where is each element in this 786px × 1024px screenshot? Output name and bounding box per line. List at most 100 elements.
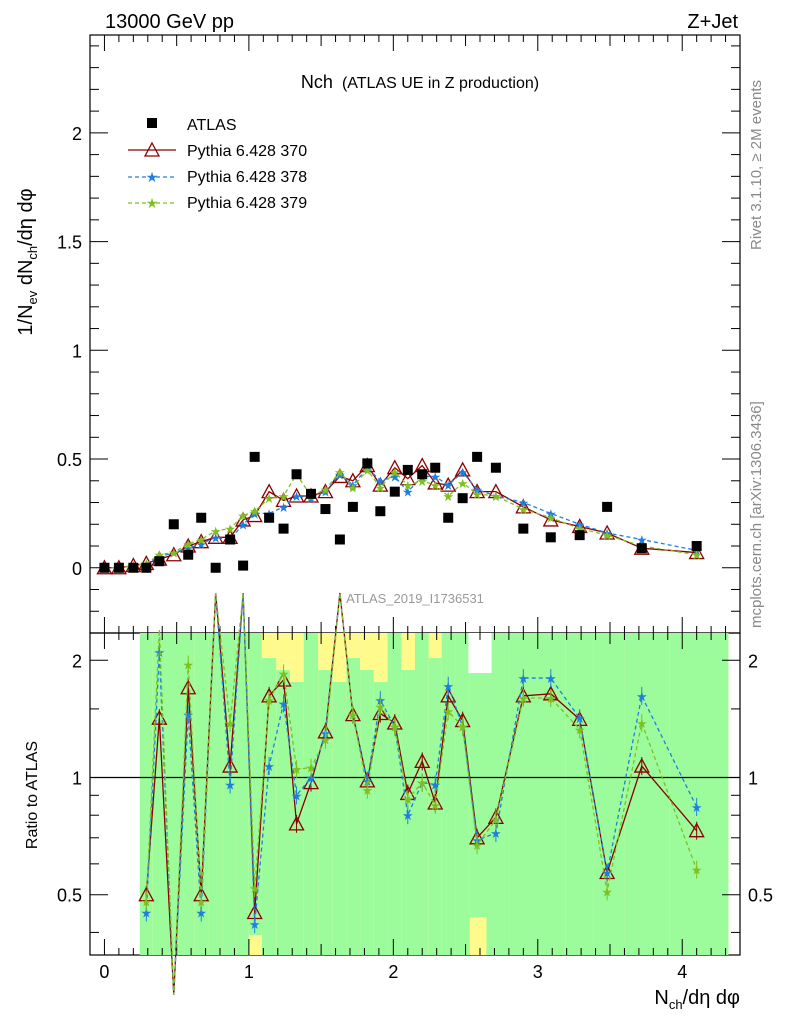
ratio-band-inner	[387, 633, 402, 955]
ratio-band-inner	[441, 633, 456, 955]
legend-label-p378: Pythia 6.428 378	[187, 169, 307, 186]
main-series-point: ★	[320, 483, 332, 498]
ratio-series-point: ★	[154, 646, 166, 661]
ratio-series-point: ★	[291, 789, 303, 804]
ratio-band-inner	[455, 633, 470, 955]
ratio-series-point: ★	[402, 809, 414, 824]
ratio-band-inner	[139, 633, 153, 955]
ratio-series-point: ★	[442, 680, 454, 695]
main-series-point: ★	[347, 481, 359, 496]
y-axis-label-ratio: Ratio to ATLAS	[24, 741, 41, 849]
atlas-data-point	[691, 541, 702, 552]
legend-marker-atlas	[147, 118, 157, 128]
atlas-data-point	[375, 506, 386, 517]
x-label-sub: ch	[669, 997, 683, 1012]
main-series-point: ★	[182, 538, 194, 553]
main-series-point	[386, 459, 403, 475]
main-series: ★ ★ ★ ★★★ ★★ ★ ★★★★★ ★★★★★★ ★ ★★★★ ★★★ ★★ ★★ ★★ ★★ ★ ★★★…	[96, 451, 705, 577]
ratio-series-point: ★	[141, 896, 153, 911]
main-series-point: ★	[518, 497, 530, 512]
ratio-series-point: ★	[278, 667, 290, 682]
atlas-data-point	[225, 534, 236, 545]
atlas-data-point	[602, 501, 613, 512]
ratio-band-inner	[261, 658, 277, 955]
main-series-line	[104, 468, 697, 569]
main-series-point	[427, 474, 444, 490]
legend-label-p370: Pythia 6.428 370	[187, 143, 307, 160]
main-series-point: ★	[402, 479, 414, 494]
atlas-data-point	[113, 562, 124, 573]
main-series-point: ★	[601, 529, 613, 544]
main-series-point: ★	[457, 477, 469, 492]
ratio-series-point: ★	[601, 885, 613, 900]
ratio-series-point: ★	[471, 839, 483, 854]
x-tick-label: 0	[99, 962, 109, 982]
atlas-data-point	[472, 451, 483, 462]
main-series-point: ★	[154, 549, 166, 564]
main-series-point	[207, 528, 224, 544]
ratio-series-point: ★	[291, 763, 303, 778]
main-series-point: ★	[490, 490, 502, 505]
main-series-point: ★	[389, 466, 401, 481]
plot-title: Nch (ATLAS UE in Z production)	[301, 72, 539, 92]
y-tick-label-main: 0	[72, 559, 82, 579]
main-series-point: ★	[429, 470, 441, 485]
ratio-series-point: ★	[182, 709, 194, 724]
y-label-main-sub2: ch	[25, 246, 40, 260]
main-series-point: ★	[545, 512, 557, 527]
atlas-data-point	[249, 451, 260, 462]
ratio-band-inner	[565, 633, 594, 955]
ratio-series-point: ★	[442, 705, 454, 720]
ratio-series-point: ★	[518, 672, 530, 687]
x-label-part2: /dη dφ	[683, 987, 740, 1009]
ratio-series-point: ★	[249, 918, 261, 933]
ratio-series-point: ★	[278, 697, 290, 712]
ratio-series-point: ★	[545, 672, 557, 687]
main-series-point: ★	[334, 466, 346, 481]
analysis-id: ATLAS_2019_I1736531	[346, 591, 484, 606]
atlas-data-point	[518, 523, 529, 534]
plot-title-sub: (ATLAS UE in Z production)	[342, 75, 539, 92]
ratio-series-point: ★	[389, 721, 401, 736]
main-series-point: ★	[263, 492, 275, 507]
ratio-series-point: ★	[636, 690, 648, 705]
main-series-point	[372, 476, 389, 492]
ratio-series-point	[180, 679, 197, 695]
main-series-point: ★	[601, 527, 613, 542]
y-tick-label-main: 1	[72, 341, 82, 361]
y-label-main-part2: dN	[15, 260, 37, 291]
rivet-label: Rivet 3.1.10, ≥ 2M events	[748, 80, 765, 250]
ratio-series-point: ★	[375, 701, 387, 716]
y-label-main-part3: /dη dφ	[15, 188, 37, 245]
x-axis-label: Nch/dη dφ	[654, 987, 740, 1012]
main-series-point: ★	[375, 481, 387, 496]
ratio-series-point	[688, 822, 705, 838]
atlas-data-point	[99, 562, 110, 573]
main-series-point	[440, 476, 457, 492]
main-series-point: ★	[249, 507, 261, 522]
ratio-series-point: ★	[224, 778, 236, 793]
legend: ATLAS Pythia 6.428 370 ★ Pythia 6.428 37…	[128, 117, 307, 212]
x-tick-label: 2	[388, 962, 398, 982]
atlas-data-point	[264, 512, 275, 523]
legend-marker-p370	[143, 141, 161, 157]
main-series-point: ★	[237, 518, 249, 533]
ratio-band-inner	[236, 633, 249, 955]
main-series-point: ★	[416, 475, 428, 490]
main-series-point: ★	[195, 533, 207, 548]
main-series-point: ★	[320, 486, 332, 501]
ratio-band-inner	[593, 633, 625, 955]
main-series-point: ★	[471, 483, 483, 498]
y-axis-label-main: 1/Nev dNch/dη dφ	[15, 188, 40, 335]
ratio-y-tick-label-left: 2	[72, 651, 82, 671]
ratio-series-point: ★	[347, 709, 359, 724]
main-series-point: ★	[305, 492, 317, 507]
ratio-series-point: ★	[305, 762, 317, 777]
x-label-part1: N	[654, 987, 668, 1009]
plot-title-main: Nch	[301, 72, 333, 92]
tick-labels: 0 1 2 3 4 0 0.5 1 1.5 2 0.5 0.5 1 1 2 2	[57, 124, 773, 982]
ratio-series-point: ★	[457, 721, 469, 736]
atlas-data-point	[402, 464, 413, 475]
main-series-point	[688, 544, 705, 560]
ratio-band-inner	[346, 658, 361, 955]
